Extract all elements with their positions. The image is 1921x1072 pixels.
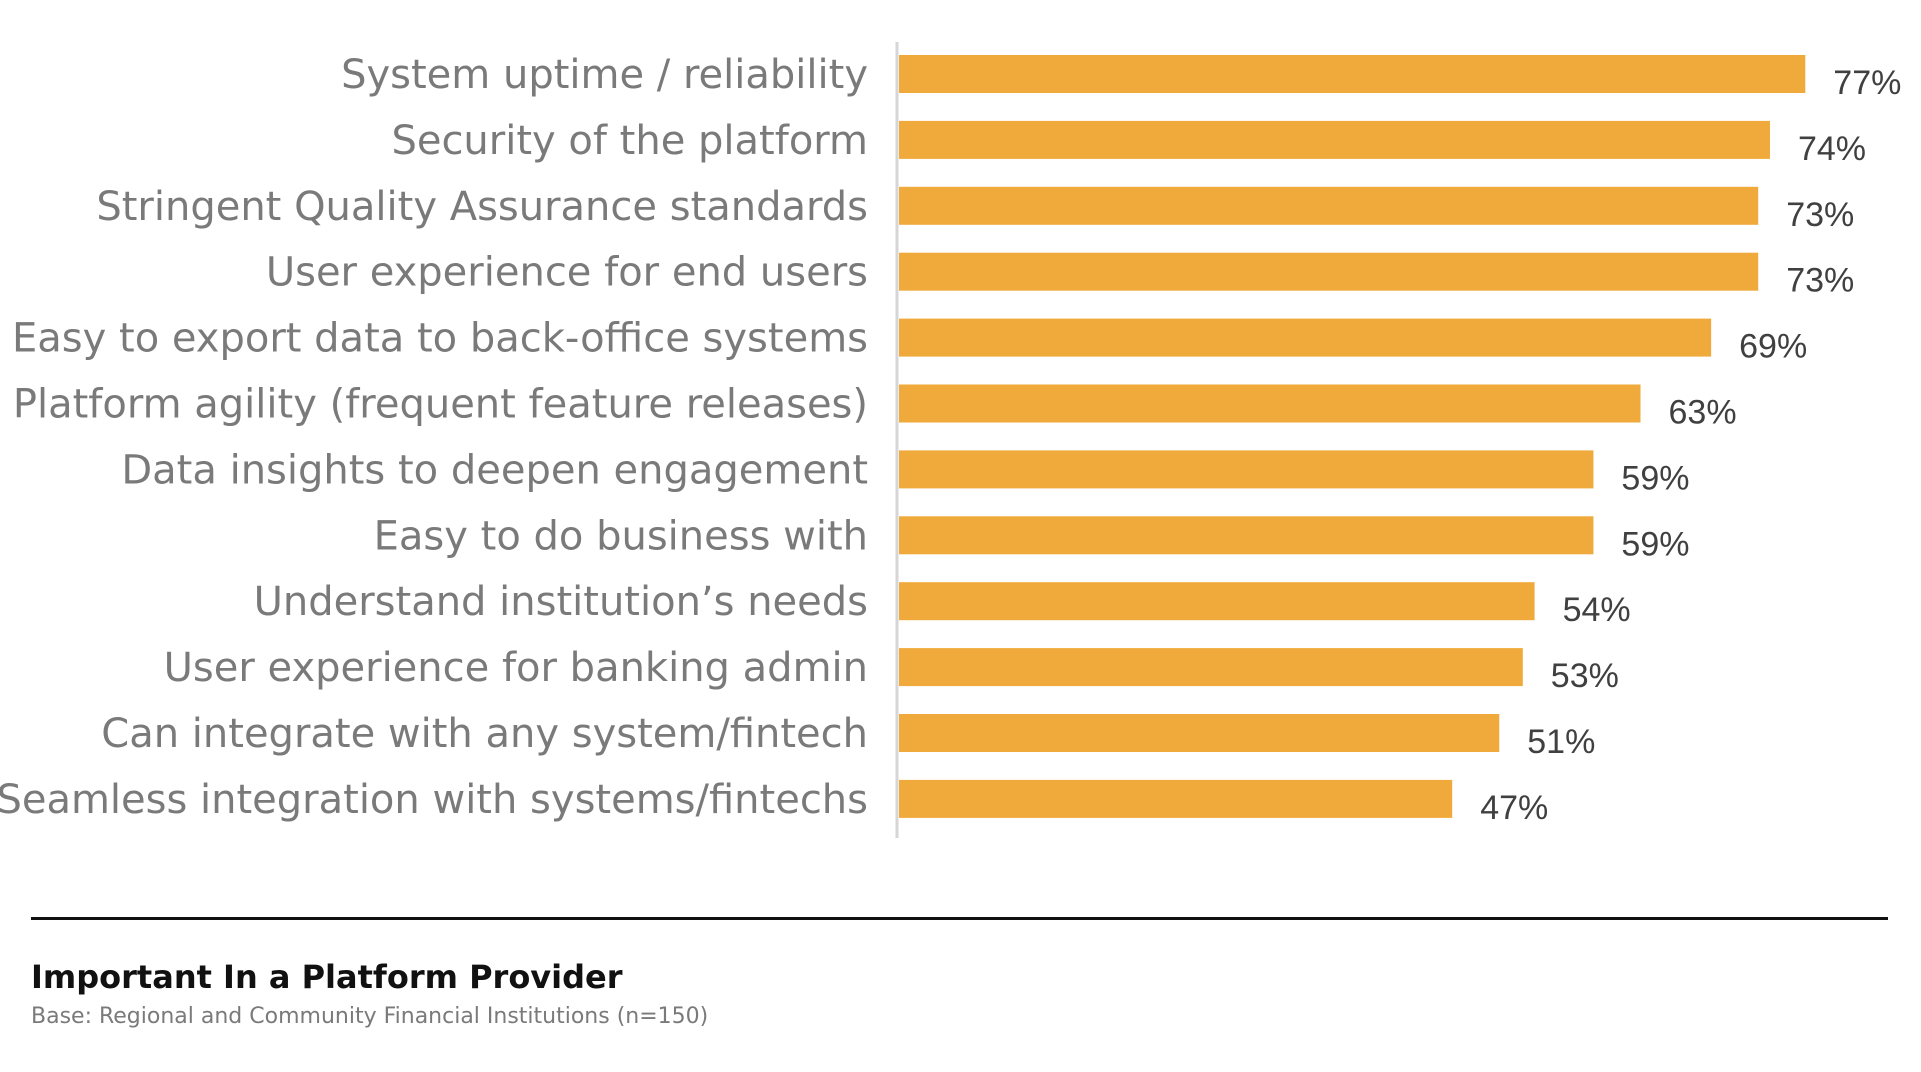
footer-divider	[31, 917, 1888, 920]
category-label: System uptime / reliability	[341, 52, 868, 98]
value-label: 74%	[1798, 130, 1866, 168]
chart-footer-title: Important In a Platform Provider	[31, 958, 623, 996]
category-label: Stringent Quality Assurance standards	[96, 184, 868, 230]
bar	[899, 384, 1641, 423]
value-label: 47%	[1480, 789, 1548, 827]
category-label: Easy to do business with	[374, 513, 868, 559]
bar	[899, 714, 1500, 752]
value-label: 77%	[1833, 64, 1901, 102]
category-label: Security of the platform	[391, 118, 868, 164]
chart-base-note: Base: Regional and Community Financial I…	[31, 1004, 709, 1029]
bar	[899, 252, 1759, 291]
value-labels: 77% 74% 73% 73% 69%63% 59% 59% 54% 53% 51% 47%	[1480, 64, 1901, 827]
category-label: Platform agility (frequent feature relea…	[13, 382, 868, 428]
bar	[899, 120, 1770, 159]
value-label: 63%	[1669, 394, 1737, 432]
category-label: User experience for end users	[266, 250, 868, 296]
value-label: 53%	[1551, 657, 1619, 695]
value-label: 59%	[1621, 525, 1689, 563]
bar-chart: System uptime / reliability Security of t…	[0, 42, 1901, 838]
value-label: 69%	[1739, 328, 1807, 366]
bar	[899, 648, 1523, 687]
bar	[899, 450, 1594, 489]
bar	[899, 318, 1712, 357]
bar	[899, 186, 1759, 225]
category-label: User experience for banking admin	[164, 645, 868, 691]
bars-group	[899, 55, 1806, 818]
category-label: Data insights to deepen engagement	[121, 447, 868, 493]
category-label: Can integrate with any system/fintech	[101, 711, 868, 757]
value-label: 51%	[1527, 723, 1595, 761]
value-label: 59%	[1621, 459, 1689, 497]
bar	[899, 779, 1453, 818]
category-label: Easy to export data to back-office syste…	[12, 316, 868, 362]
value-label: 73%	[1786, 196, 1854, 234]
category-label: Understand institution’s needs	[254, 579, 868, 625]
category-label: Seamless integration with systems/fintec…	[0, 777, 868, 823]
value-label: 54%	[1563, 591, 1631, 629]
value-label: 73%	[1786, 262, 1854, 300]
bar	[899, 55, 1806, 93]
category-labels: System uptime / reliability Security of t…	[0, 52, 868, 823]
bar	[899, 582, 1535, 621]
bar	[899, 516, 1594, 555]
